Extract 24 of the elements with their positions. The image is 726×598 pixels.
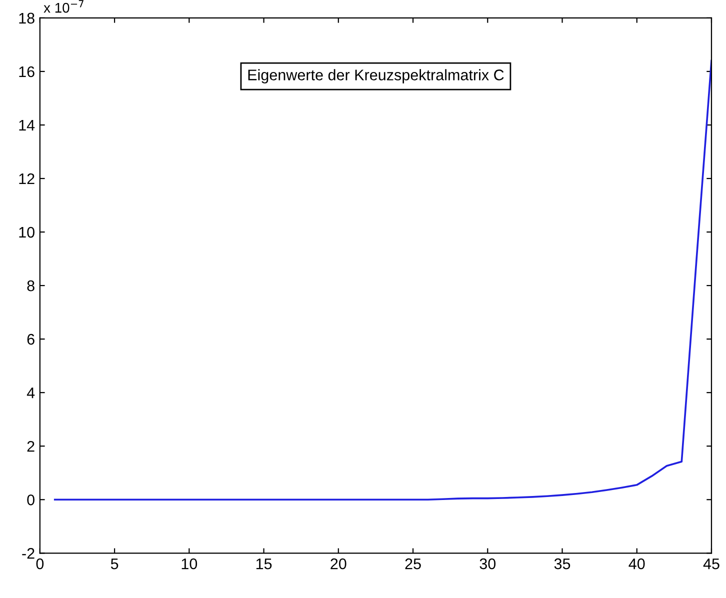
x-tick-label: 15 — [256, 558, 272, 570]
x-tick-label: 45 — [703, 558, 720, 570]
x-tick-label: 40 — [628, 558, 645, 570]
x-tick-label: 20 — [330, 558, 346, 570]
y-tick-label: -2 — [22, 548, 34, 559]
y-tick-label: 0 — [27, 494, 34, 506]
y-tick-label: 10 — [19, 226, 34, 238]
text: x 10$^{−7}$ — [44, 0, 84, 13]
line-series — [54, 60, 712, 501]
y-tick-label: 12 — [19, 173, 34, 184]
y-tick-label: 2 — [27, 440, 34, 452]
y-tick-label: 18 — [19, 12, 34, 24]
x-tick-label: 5 — [110, 558, 118, 570]
y-tick-label: 6 — [27, 334, 34, 345]
y-tick-label: 14 — [19, 120, 35, 131]
x-tick-label: 0 — [36, 558, 44, 570]
x-tick-label: 30 — [480, 558, 496, 570]
y-tick-label: 4 — [26, 388, 35, 398]
x-tick-label: 10 — [182, 558, 198, 570]
y-tick-label: 8 — [27, 280, 34, 292]
y-tick-label: 16 — [19, 66, 34, 78]
text: Eigenwerte der Kreuzspektralmatrix C — [248, 69, 504, 84]
x-tick-label: 35 — [554, 558, 570, 570]
x-tick-label: 25 — [405, 558, 421, 570]
